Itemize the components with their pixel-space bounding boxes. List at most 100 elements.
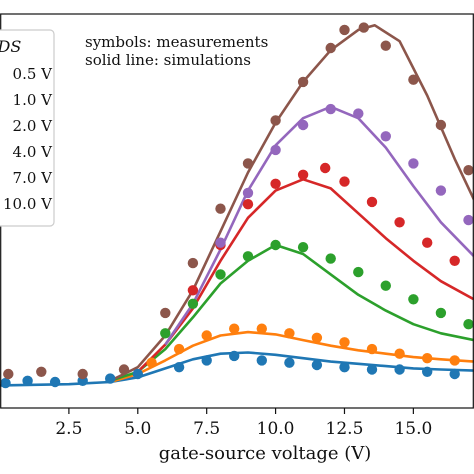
measurement-point	[173, 362, 185, 373]
sim-line-2	[109, 243, 474, 383]
sim-line-4	[164, 105, 474, 346]
sim-line-3	[136, 178, 474, 373]
measurement-point	[242, 199, 254, 210]
measurement-point	[201, 330, 212, 341]
measurement-point	[353, 266, 364, 278]
measurement-point	[256, 355, 267, 366]
measurement-point	[297, 76, 309, 88]
measurement-point	[49, 376, 61, 388]
measurement-point	[132, 368, 143, 380]
x-tick-label: 15.0	[394, 419, 432, 439]
measurement-point	[435, 185, 447, 196]
legend-box	[0, 29, 55, 227]
x-tick-label: 12.5	[326, 419, 364, 439]
measurement-point	[394, 364, 405, 375]
measurement-point	[242, 187, 254, 199]
measurement-point	[394, 348, 405, 359]
measurement-point	[380, 280, 391, 291]
measurement-point	[160, 328, 171, 339]
measurement-point	[408, 74, 419, 85]
plot-frame	[0, 13, 474, 409]
measurement-point	[366, 364, 378, 375]
measurement-point	[339, 362, 350, 373]
measurement-point	[311, 332, 323, 343]
measurement-point	[242, 158, 254, 169]
measurement-point	[463, 214, 474, 226]
measurement-point	[270, 178, 281, 189]
legend-label-4: 7.0 V	[13, 169, 54, 187]
measurement-point	[187, 257, 199, 269]
measurement-point	[146, 357, 157, 368]
measurement-point	[358, 22, 369, 33]
measurement-point	[242, 251, 254, 262]
measurement-point	[284, 357, 295, 368]
measurement-point	[320, 162, 331, 174]
measurement-point	[435, 307, 447, 319]
legend-label-2: 2.0 V	[13, 117, 54, 135]
legend-label-0: 0.5 V	[13, 65, 54, 83]
legend-items: 0.5 V 1.0 V 2.0 V 4.0 V 7.0 V 10.0 V	[3, 65, 53, 213]
annotation-simulations: solid line: simulations	[85, 51, 251, 69]
measurement-point	[339, 176, 350, 187]
plot-area	[0, 22, 474, 389]
measurement-point	[270, 239, 281, 251]
measurement-point	[270, 144, 281, 156]
measurement-point	[297, 169, 309, 180]
measurement-point	[77, 368, 88, 380]
measurement-point	[215, 269, 226, 280]
measurement-point	[36, 366, 47, 377]
measurement-point	[118, 364, 130, 375]
x-axis-label: gate-source voltage (V)	[159, 443, 372, 464]
measurement-point	[422, 353, 433, 364]
measurement-point	[22, 375, 33, 386]
measurement-point	[353, 108, 364, 119]
measurement-point	[366, 196, 378, 208]
measurement-point	[366, 343, 378, 355]
x-tick-label: 7.5	[193, 419, 220, 439]
measurement-point	[422, 366, 433, 377]
legend-label-1: 1.0 V	[13, 91, 54, 109]
measurement-point	[215, 237, 226, 248]
measurement-point	[408, 158, 419, 169]
legend-label-3: 4.0 V	[13, 143, 54, 161]
measurement-point	[325, 253, 336, 264]
measurement-point	[394, 217, 405, 228]
measurement-point	[380, 40, 391, 51]
measurement-point	[339, 337, 350, 348]
measurement-point	[449, 255, 460, 266]
legend: VDS 0.5 V 1.0 V 2.0 V 4.0 V 7.0 V 10.0 V	[0, 29, 55, 227]
measurement-point	[325, 42, 336, 54]
measurement-point	[0, 377, 11, 389]
measurement-point	[3, 368, 14, 380]
measurement-point	[201, 355, 212, 366]
measurement-point	[408, 294, 419, 305]
measurement-point	[325, 103, 336, 115]
measurement-point	[435, 119, 447, 131]
measurement-point	[380, 131, 391, 142]
measurement-point	[256, 323, 267, 334]
legend-title: VDS	[0, 37, 21, 56]
measurement-point	[270, 115, 281, 126]
measurement-point	[339, 24, 350, 36]
measurement-point	[173, 343, 185, 355]
measurement-point	[297, 119, 309, 131]
measurement-point	[160, 307, 171, 319]
measurement-point	[284, 328, 295, 339]
measurement-point	[297, 242, 309, 253]
measurement-point	[463, 165, 474, 176]
measurement-point	[215, 203, 226, 214]
axes: 2.5 5.0 7.5 10.0 12.5 15.0	[0, 13, 474, 439]
measurement-point	[311, 359, 323, 371]
measurement-point	[449, 368, 460, 380]
measurement-point	[449, 355, 460, 366]
x-tick-label: 10.0	[257, 419, 295, 439]
measurement-point	[187, 285, 199, 296]
measurement-point	[463, 319, 474, 330]
annotation-measurements: symbols: measurements	[85, 33, 268, 51]
measurement-point	[229, 350, 240, 362]
measurement-point	[229, 323, 240, 334]
measurement-point	[422, 237, 433, 248]
x-tick-label: 5.0	[124, 419, 151, 439]
measurement-point	[187, 298, 199, 309]
